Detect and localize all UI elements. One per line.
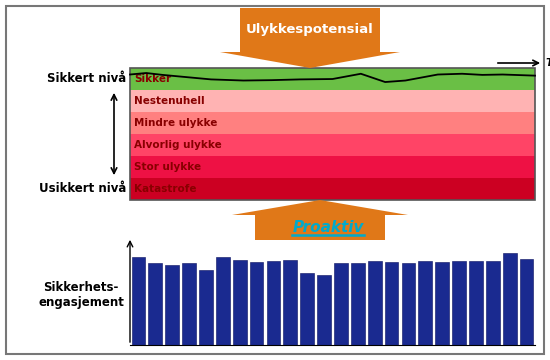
- Text: Nestenuhell: Nestenuhell: [134, 96, 205, 106]
- Bar: [199, 270, 213, 345]
- Text: Katastrofe: Katastrofe: [134, 184, 196, 194]
- Text: Sikkerhets-
engasjement: Sikkerhets- engasjement: [38, 281, 124, 309]
- Bar: [283, 260, 297, 345]
- Text: Sikkert nivå: Sikkert nivå: [47, 72, 126, 85]
- Text: Tid: Tid: [545, 58, 550, 68]
- Bar: [182, 263, 196, 345]
- Bar: [148, 263, 162, 345]
- Polygon shape: [232, 200, 408, 240]
- Bar: [130, 134, 535, 156]
- Bar: [267, 261, 280, 345]
- Bar: [435, 262, 449, 345]
- Bar: [165, 265, 179, 345]
- Bar: [351, 263, 365, 345]
- Bar: [368, 261, 382, 345]
- Bar: [300, 273, 314, 345]
- Bar: [130, 68, 535, 200]
- Bar: [402, 263, 415, 345]
- Text: Alvorlig ulykke: Alvorlig ulykke: [134, 140, 222, 150]
- Bar: [452, 261, 466, 345]
- Bar: [216, 257, 230, 345]
- Bar: [317, 275, 331, 345]
- Bar: [334, 263, 348, 345]
- Text: Sikker: Sikker: [134, 74, 171, 84]
- Bar: [131, 257, 145, 345]
- Bar: [130, 90, 535, 112]
- Text: Usikkert nivå: Usikkert nivå: [39, 183, 126, 195]
- Bar: [384, 262, 399, 345]
- Bar: [130, 112, 535, 134]
- Bar: [486, 261, 500, 345]
- Text: Stor ulykke: Stor ulykke: [134, 162, 201, 172]
- Text: Proaktiv: Proaktiv: [292, 220, 364, 235]
- Bar: [469, 261, 483, 345]
- Bar: [130, 156, 535, 178]
- Bar: [233, 260, 246, 345]
- Bar: [130, 68, 535, 90]
- Text: Ulykkespotensial: Ulykkespotensial: [246, 23, 374, 36]
- Bar: [503, 253, 516, 345]
- Bar: [520, 259, 534, 345]
- Text: Mindre ulykke: Mindre ulykke: [134, 118, 217, 128]
- Bar: [250, 262, 263, 345]
- Bar: [419, 261, 432, 345]
- Polygon shape: [220, 8, 400, 68]
- Bar: [130, 178, 535, 200]
